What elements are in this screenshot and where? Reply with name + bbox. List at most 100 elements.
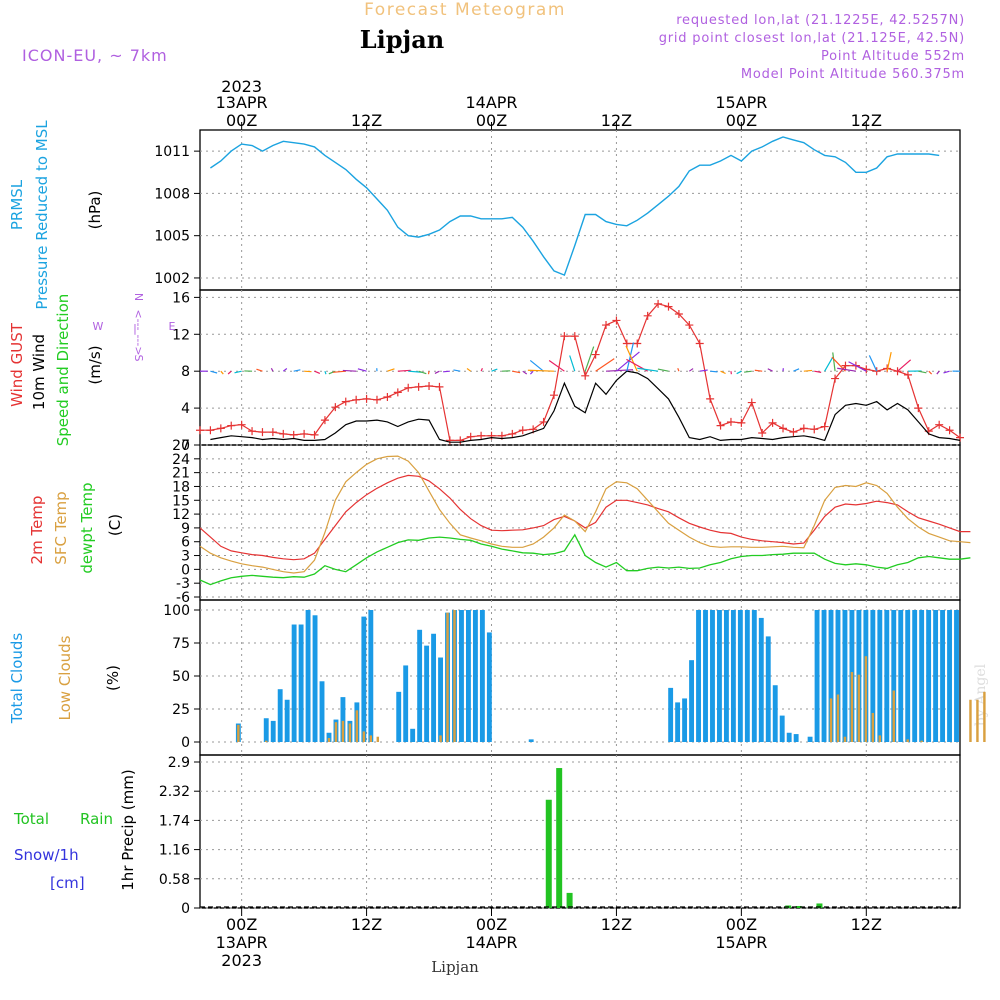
ytick-label: 27 bbox=[172, 438, 190, 454]
total-cloud-bar bbox=[326, 732, 332, 742]
gust-marker bbox=[674, 309, 683, 318]
gust-marker bbox=[383, 393, 392, 402]
total-cloud-bar bbox=[933, 610, 939, 742]
total-cloud-bar bbox=[786, 732, 792, 742]
wind-arrow bbox=[677, 367, 680, 372]
gust-marker bbox=[549, 391, 558, 400]
low-cloud-bar bbox=[850, 672, 854, 742]
gust-marker bbox=[435, 382, 444, 391]
gust-marker bbox=[539, 417, 548, 426]
ytick-label: 1008 bbox=[154, 186, 190, 202]
compass-e: E bbox=[169, 320, 176, 333]
gust-marker bbox=[695, 339, 704, 348]
total-cloud-bar bbox=[765, 636, 771, 742]
label-low-clouds: Low Clouds bbox=[56, 635, 74, 720]
wind-arrow bbox=[595, 358, 615, 372]
wind-arrow bbox=[332, 370, 346, 373]
low-cloud-bar bbox=[369, 735, 373, 742]
top-time-label: 00Z bbox=[226, 111, 257, 130]
low-cloud-bar bbox=[237, 724, 240, 742]
top-date-label: 13APR bbox=[216, 93, 268, 112]
total-cloud-bar bbox=[312, 615, 318, 742]
total-cloud-bar bbox=[821, 610, 827, 742]
low-cloud-bar bbox=[348, 723, 352, 742]
label-snow: Snow/1h bbox=[14, 846, 79, 864]
low-cloud-bar bbox=[983, 691, 986, 742]
top-time-label: 12Z bbox=[601, 111, 632, 130]
dewpoint-line bbox=[199, 533, 971, 586]
rain-bar bbox=[795, 905, 802, 908]
low-cloud-bar bbox=[892, 690, 895, 742]
gust-marker bbox=[945, 426, 954, 435]
gust-marker bbox=[289, 430, 298, 439]
wind-arrow bbox=[529, 370, 534, 375]
low-cloud-bar bbox=[362, 731, 366, 742]
total-cloud-bar bbox=[319, 681, 325, 742]
ytick-label: 100 bbox=[163, 603, 190, 619]
total-cloud-bar bbox=[905, 610, 911, 742]
rain-bar bbox=[816, 903, 823, 908]
gust-marker bbox=[279, 429, 288, 438]
gust-marker bbox=[372, 395, 381, 404]
compass-center: | bbox=[133, 322, 137, 335]
label-dewpt: dewpt Temp bbox=[78, 482, 96, 573]
total-cloud-bar bbox=[912, 610, 918, 742]
total-cloud-bar bbox=[828, 610, 834, 742]
top-date-label: 14APR bbox=[465, 93, 517, 112]
wind-arrow bbox=[342, 369, 357, 372]
ytick-label: 0.58 bbox=[159, 872, 190, 888]
bottom-time-label: 12Z bbox=[851, 915, 882, 934]
wind-arrow bbox=[848, 361, 867, 372]
wind-arrow bbox=[736, 370, 742, 375]
ytick-label: 2.9 bbox=[168, 755, 190, 771]
total-cloud-bar bbox=[682, 698, 688, 742]
total-cloud-bar bbox=[486, 632, 492, 742]
wind-arrow bbox=[548, 360, 565, 372]
label-wind-gust: Wind GUST bbox=[8, 322, 26, 407]
label-speed-direction: Speed and Direction bbox=[54, 294, 72, 447]
total-cloud-bar bbox=[472, 610, 478, 742]
top-date-label: 15APR bbox=[715, 93, 767, 112]
gust-marker bbox=[716, 421, 725, 430]
total-cloud-bar bbox=[263, 718, 269, 742]
gust-marker bbox=[362, 394, 371, 403]
low-cloud-bar bbox=[976, 699, 979, 742]
ytick-label: 4 bbox=[181, 401, 190, 417]
gust-marker bbox=[216, 424, 225, 433]
compass-up-arrow: <--- bbox=[132, 309, 145, 330]
gust-marker bbox=[466, 432, 475, 441]
label-precip: 1hr Precip (mm) bbox=[119, 769, 137, 890]
wind-arrow bbox=[803, 369, 813, 372]
gust-marker bbox=[445, 436, 454, 445]
total-cloud-bar bbox=[424, 645, 430, 742]
wind-arrow bbox=[605, 369, 634, 372]
label-total: Total bbox=[13, 810, 49, 828]
gust-marker bbox=[643, 311, 652, 320]
bottom-date-label: 13APR bbox=[216, 933, 268, 952]
total-cloud-bar bbox=[459, 610, 464, 742]
bottom-time-label: 00Z bbox=[476, 915, 507, 934]
bottom-time-label: 12Z bbox=[601, 915, 632, 934]
total-cloud-bar bbox=[772, 685, 778, 742]
total-cloud-bar bbox=[947, 610, 952, 742]
gust-marker bbox=[799, 424, 808, 433]
rain-bar bbox=[556, 768, 563, 908]
gust-marker bbox=[300, 429, 309, 438]
total-cloud-bar bbox=[751, 610, 757, 742]
gust-marker bbox=[456, 436, 465, 445]
compass-w: W bbox=[93, 320, 104, 333]
gust-marker bbox=[206, 426, 215, 435]
bottom-time-label: 12Z bbox=[351, 915, 382, 934]
total-cloud-bar bbox=[758, 617, 764, 742]
compass-n: N bbox=[132, 293, 145, 301]
wind-arrow bbox=[418, 370, 427, 375]
bottom-time-label: 00Z bbox=[726, 915, 757, 934]
total-cloud-bar bbox=[779, 715, 785, 742]
low-cloud-bar bbox=[871, 712, 875, 742]
low-cloud-bar bbox=[836, 694, 840, 742]
total-cloud-bar bbox=[898, 610, 904, 742]
total-cloud-bar bbox=[730, 610, 736, 742]
wind-arrow bbox=[584, 346, 595, 372]
total-cloud-bar bbox=[710, 610, 715, 742]
ytick-label: 24 bbox=[172, 452, 190, 468]
